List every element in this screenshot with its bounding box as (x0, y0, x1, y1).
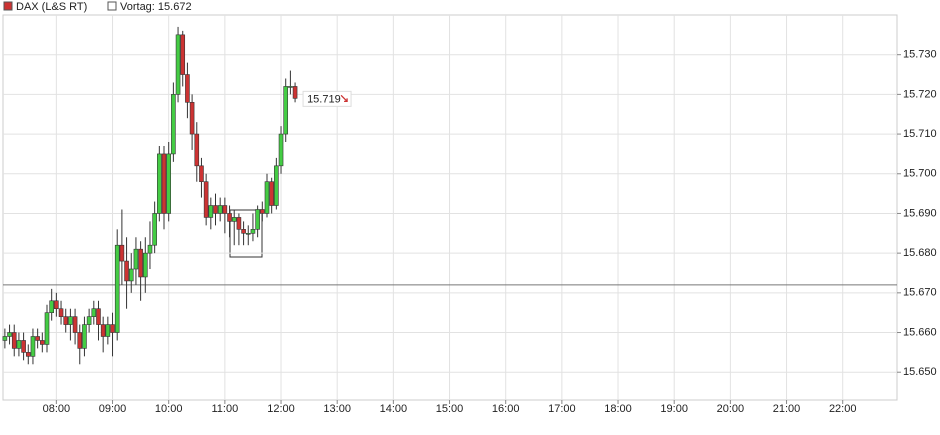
candle-body (58, 308, 64, 317)
x-tick-label: 19:00 (660, 403, 688, 415)
candle-body (91, 308, 97, 317)
y-tick-label: 15.660 (903, 326, 937, 338)
candle-body (35, 336, 40, 341)
x-tick-label: 13:00 (323, 403, 351, 415)
candle-body (124, 260, 129, 282)
candle-body (30, 336, 36, 357)
candle-body (96, 308, 101, 325)
candle-body (16, 340, 22, 349)
y-tick-label: 15.700 (903, 168, 937, 180)
candle-body (119, 244, 125, 262)
candle-body (68, 316, 73, 325)
x-tick-label: 12:00 (267, 403, 295, 415)
candle-body (175, 34, 181, 95)
candle-body (40, 340, 45, 345)
candle-body (114, 244, 120, 333)
candle-body (222, 205, 228, 214)
x-tick-label: 10:00 (155, 403, 183, 415)
x-tick-label: 20:00 (717, 403, 745, 415)
legend-label: DAX (L&S RT) (16, 1, 87, 13)
candle-body (77, 332, 83, 349)
candle-body (217, 205, 223, 214)
candle-body (292, 86, 298, 99)
candle-body (194, 133, 200, 167)
candle-body (255, 209, 260, 230)
candle-body (110, 324, 115, 333)
candle-body (185, 74, 190, 103)
x-tick-label: 22:00 (829, 403, 857, 415)
candle-body (180, 34, 186, 75)
y-tick-label: 15.710 (903, 128, 937, 140)
candle-body (72, 316, 78, 333)
candle-body (100, 324, 106, 337)
candle-body (82, 324, 87, 349)
candle-body (157, 153, 162, 214)
candle-body (11, 332, 17, 349)
candle-body (138, 248, 143, 278)
candle-body (278, 133, 284, 167)
candle-body (152, 213, 157, 246)
candle-body (213, 205, 218, 214)
candle-body (142, 252, 148, 278)
candle-body (199, 165, 204, 183)
candle-body (241, 229, 246, 234)
candle-body (105, 324, 111, 337)
candle-body (133, 248, 139, 270)
candle-body (283, 86, 289, 135)
x-tick-label: 16:00 (492, 403, 520, 415)
candle-body (49, 300, 54, 313)
candle-body (236, 217, 242, 230)
candle-body (166, 153, 171, 214)
candle-body (189, 102, 195, 135)
candle-body (250, 229, 256, 234)
legend-swatch (3, 1, 13, 11)
x-tick-label: 11:00 (212, 403, 239, 415)
y-tick-label: 15.730 (903, 49, 937, 61)
candle-body (171, 94, 176, 155)
y-tick-label: 15.680 (903, 247, 937, 259)
candle-body (161, 153, 167, 214)
candle-body (44, 312, 50, 345)
x-tick-label: 09:00 (99, 403, 127, 415)
candle-body (21, 340, 26, 353)
y-tick-label: 15.690 (903, 207, 937, 219)
candle-body (54, 300, 59, 310)
candle-body (2, 336, 8, 341)
y-tick-label: 15.670 (903, 287, 937, 299)
candle-body (274, 165, 279, 206)
candle-body (264, 181, 270, 214)
candle-body (7, 332, 12, 337)
x-tick-label: 17:00 (548, 403, 576, 415)
candle-body (203, 181, 209, 218)
legend-label: Vortag: 15.672 (120, 1, 192, 13)
candle-body (288, 86, 293, 88)
candle-body (128, 268, 134, 282)
x-tick-label: 15:00 (436, 403, 464, 415)
last-price-box (302, 90, 352, 107)
x-tick-label: 21:00 (773, 403, 801, 415)
candle-body (231, 217, 237, 222)
candle-body (260, 209, 265, 214)
candle-body (147, 244, 153, 254)
y-tick-label: 15.650 (903, 366, 937, 378)
x-tick-label: 18:00 (604, 403, 632, 415)
candle-body (227, 213, 232, 222)
x-tick-label: 08:00 (43, 403, 71, 415)
candle-body (86, 316, 92, 325)
candle-body (245, 232, 251, 235)
candle-body (25, 352, 31, 357)
candle-body (208, 205, 214, 218)
trend-arrow (340, 94, 348, 103)
y-tick-label: 15.720 (903, 88, 937, 100)
candle-body (63, 316, 69, 325)
last-price-label: 15.719 (307, 93, 341, 105)
candle-body (269, 181, 274, 206)
x-tick-label: 14:00 (380, 403, 408, 415)
legend-swatch (107, 1, 117, 11)
